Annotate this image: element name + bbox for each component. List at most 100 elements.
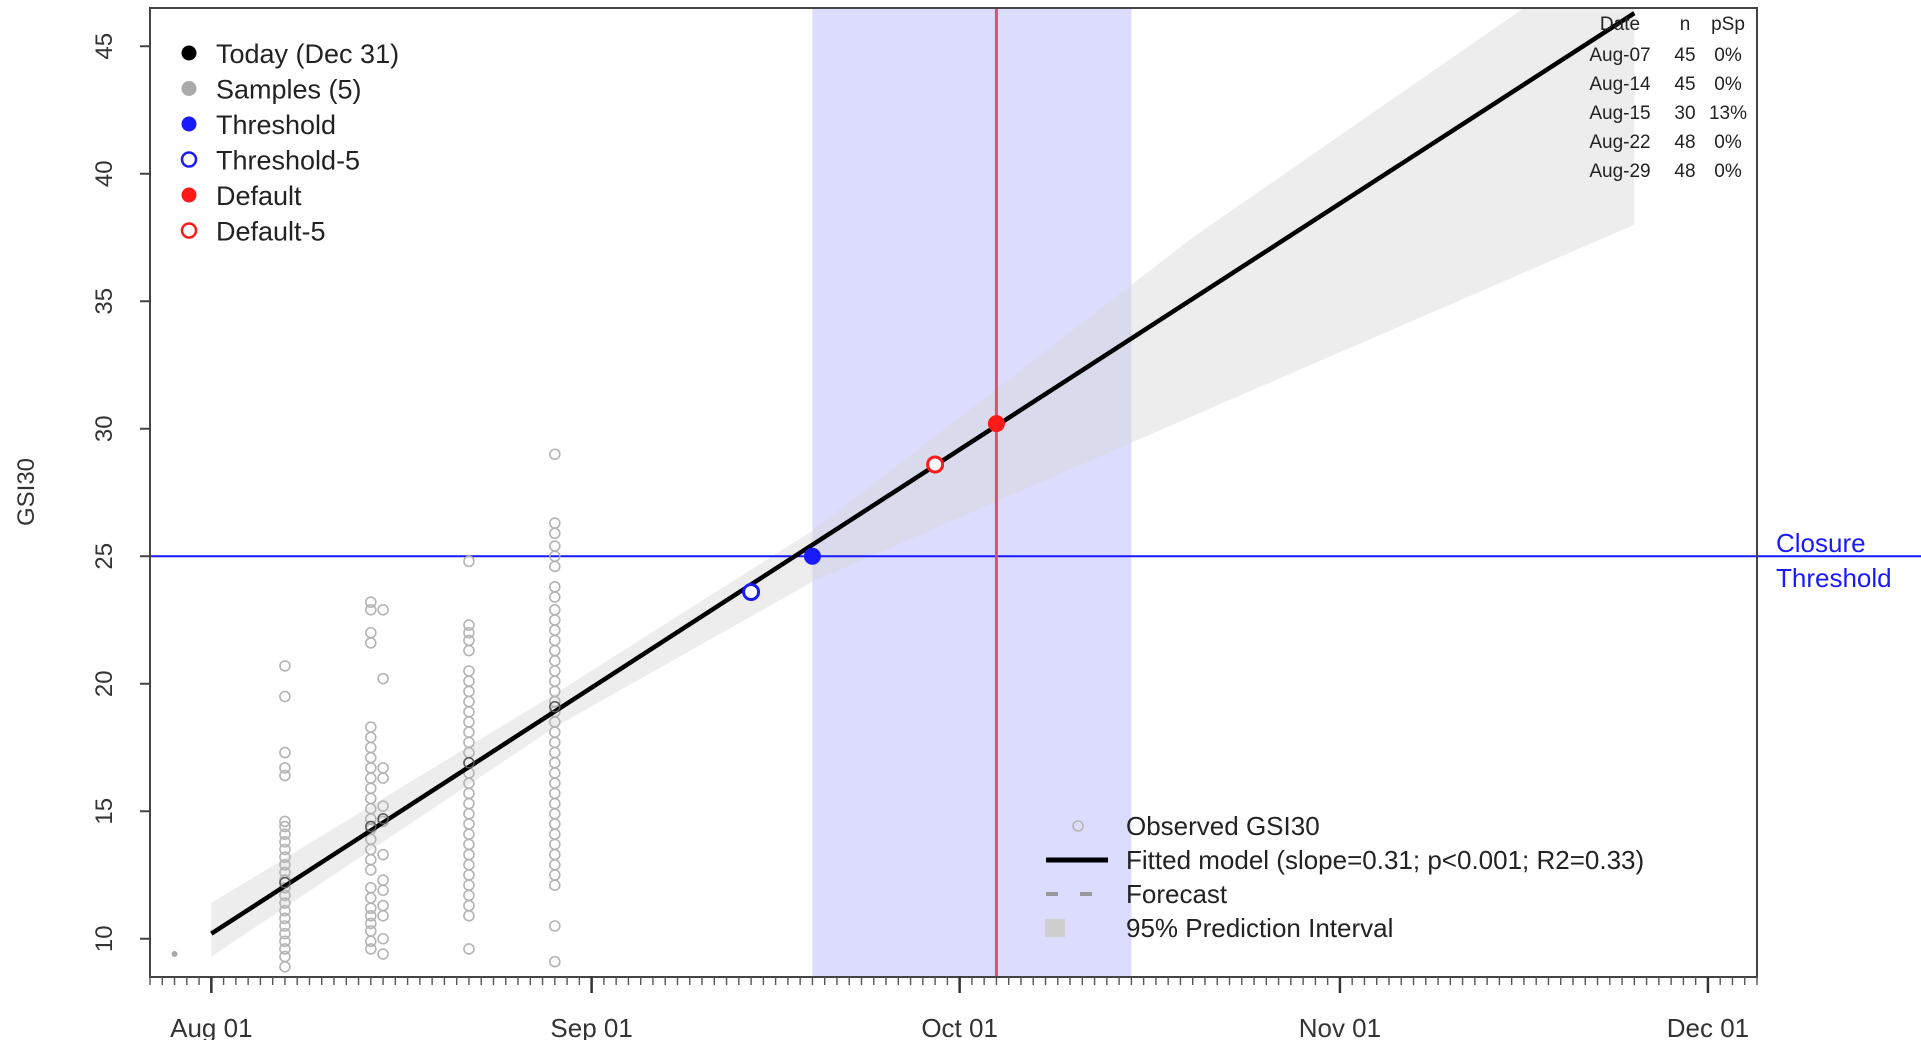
- sample-mean-marker: [377, 813, 389, 825]
- x-tick-label: Oct 01: [921, 1013, 998, 1040]
- default-5-point: [926, 455, 945, 474]
- observed-point: [377, 884, 389, 897]
- observed-point: [377, 772, 389, 784]
- observed-point: [279, 836, 291, 848]
- observed-point: [365, 864, 377, 876]
- table-cell: 48: [1674, 161, 1695, 182]
- table-cell: 13%: [1709, 103, 1747, 124]
- legend-symbol-interval: [1045, 919, 1065, 937]
- x-tick-label: Nov 01: [1299, 1013, 1381, 1040]
- legend-symbol-observed: [1072, 820, 1084, 832]
- plot-region: [150, 8, 1757, 977]
- observed-point: [279, 935, 291, 948]
- x-tick-label: Aug 01: [170, 1013, 252, 1040]
- observed-point: [549, 879, 561, 892]
- x-tick-label: Sep 01: [550, 1013, 632, 1040]
- legend-label: Observed GSI30: [1126, 811, 1320, 841]
- default-point: [987, 415, 1005, 433]
- threshold-label-line2: Threshold: [1776, 563, 1892, 593]
- table-cell: 0%: [1714, 132, 1742, 153]
- legend-label: Threshold-5: [216, 146, 360, 176]
- legend-label: Threshold: [216, 110, 336, 140]
- legend-marker: [181, 116, 197, 132]
- table-header: pSp: [1711, 14, 1745, 35]
- legend-marker: [181, 81, 197, 96]
- observed-point: [377, 932, 389, 945]
- table-cell: Aug-14: [1589, 74, 1651, 95]
- table-cell: 0%: [1714, 45, 1742, 66]
- observed-point: [549, 920, 561, 932]
- observed-point: [279, 820, 291, 833]
- y-axis-label: GSI30: [13, 458, 40, 526]
- y-tick-label: 40: [91, 160, 118, 187]
- observed-point: [377, 909, 389, 922]
- observed-point: [279, 843, 291, 856]
- legend-label: Fitted model (slope=0.31; p<0.001; R2=0.…: [1126, 845, 1644, 875]
- y-tick-label: 15: [91, 798, 118, 825]
- legend-marker: [181, 187, 197, 203]
- y-tick-label: 10: [91, 925, 118, 952]
- observed-point: [171, 951, 178, 958]
- observed-point: [279, 762, 291, 774]
- y-tick-label: 30: [91, 415, 118, 442]
- observed-point: [279, 943, 291, 955]
- plot-overlay: [742, 415, 1921, 601]
- observed-point: [549, 527, 561, 540]
- sample-mean-marker: [463, 757, 475, 769]
- legend-top: Today (Dec 31) Samples (5) Threshold Thresh…: [180, 39, 399, 247]
- legend-bottom: Observed GSI30 Fitted model (slope=0.31; …: [1045, 811, 1644, 943]
- observed-point: [365, 935, 377, 948]
- observed-point: [279, 690, 291, 703]
- table-cell: 45: [1674, 74, 1695, 95]
- threshold-point: [803, 547, 821, 565]
- legend-label: 95% Prediction Interval: [1126, 913, 1393, 943]
- observed-point: [279, 828, 291, 841]
- observed-point: [463, 619, 475, 631]
- table-header: n: [1680, 14, 1691, 35]
- observed-point: [463, 555, 475, 568]
- observed-point: [365, 902, 377, 914]
- table-cell: Aug-15: [1589, 103, 1650, 124]
- table-cell: Aug-07: [1589, 45, 1650, 66]
- y-tick-label: 20: [91, 670, 118, 697]
- sample-table: Date n pSp Aug-07 45 0% Aug-14 45 0% Aug-15 30 13% A…: [1589, 14, 1747, 182]
- observed-point: [549, 560, 561, 573]
- observed-point: [279, 815, 291, 828]
- observed-point: [365, 943, 377, 955]
- table-cell: 45: [1674, 45, 1695, 66]
- x-tick-label: Dec 01: [1667, 1013, 1749, 1040]
- observed-point: [279, 927, 291, 940]
- observed-point: [279, 904, 291, 917]
- observed-point: [549, 448, 561, 461]
- observed-point: [549, 955, 561, 968]
- axes: 10 15 20 25 30 35 40 45 Aug 01 Sep 01 Oct 01 Nov 01…: [91, 33, 1758, 1040]
- legend-label: Samples (5): [216, 75, 362, 105]
- observed-point: [279, 912, 291, 925]
- legend-label: Today (Dec 31): [216, 39, 399, 69]
- observed-point: [279, 660, 291, 672]
- plot-frame: [149, 7, 1758, 978]
- legend-label: Default-5: [216, 217, 326, 247]
- observed-point: [279, 769, 291, 782]
- legend-marker: [180, 151, 198, 168]
- observed-point: [279, 889, 291, 902]
- legend-label: Default: [216, 181, 302, 211]
- table-cell: 30: [1674, 103, 1695, 124]
- observed-point: [365, 917, 377, 930]
- y-tick-label: 45: [91, 33, 118, 60]
- observed-point: [365, 596, 377, 608]
- observed-point: [365, 637, 377, 649]
- observed-point: [279, 897, 291, 909]
- observed-point: [279, 920, 291, 932]
- observed-point: [365, 909, 377, 922]
- observed-point: [279, 851, 291, 863]
- threshold-label-line1: Closure: [1776, 528, 1866, 558]
- observed-point: [549, 591, 561, 603]
- table-cell: Aug-29: [1589, 161, 1650, 182]
- observed-point: [377, 603, 389, 616]
- table-header: Date: [1600, 14, 1640, 35]
- observed-point: [463, 626, 475, 639]
- observed-point: [463, 644, 475, 657]
- y-tick-label: 35: [91, 288, 118, 315]
